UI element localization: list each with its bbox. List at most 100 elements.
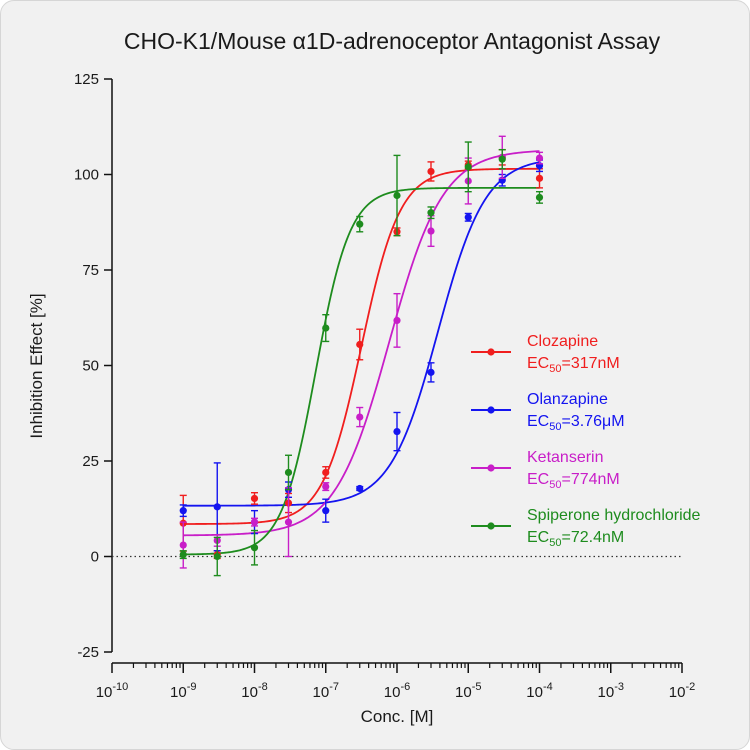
olanzapine-point-7: [427, 362, 435, 383]
ketanserin-point-10: [535, 151, 544, 165]
spiperone-hydrochloride-marker: [427, 209, 435, 217]
legend: Clozapine EC50=317nM Olanzapine EC50=3.76μM…: [471, 333, 701, 549]
spiperone-hydrochloride-marker: [179, 550, 187, 559]
x-tick-label-7: 10-3: [598, 681, 624, 701]
spiperone-hydrochloride-point-3: [284, 454, 293, 491]
axes: -25 0 25 50 75 100 125 10-10 10-9 10-8 10-7 10-6 10-…: [74, 71, 695, 701]
ketanserin-fit-curve: [183, 150, 540, 537]
spiperone-hydrochloride-point-4: [322, 313, 330, 343]
x-tick-label-2: 10-8: [241, 681, 267, 701]
x-tick-label-6: 10-4: [526, 681, 552, 701]
olanzapine-marker: [464, 213, 472, 221]
x-tick-label-4: 10-6: [384, 681, 410, 701]
legend-series-name: Clozapine: [527, 333, 598, 350]
spiperone-hydrochloride-marker: [356, 220, 364, 228]
spiperone-hydrochloride-marker: [393, 191, 401, 200]
legend-item-olanzapine: Olanzapine EC50=3.76μM: [471, 391, 625, 433]
olanzapine-fit-curve: [183, 161, 540, 507]
spiperone-hydrochloride-point-1: [213, 536, 221, 577]
olanzapine-marker: [213, 503, 221, 511]
ketanserin-point-7: [427, 215, 435, 248]
ketanserin-marker: [322, 482, 330, 491]
ketanserin-marker: [535, 154, 544, 162]
olanzapine-marker: [322, 507, 330, 515]
chart-title: CHO-K1/Mouse α1D-adrenoceptor Antagonist…: [124, 28, 661, 54]
clozapine-point-2: [250, 492, 259, 505]
spiperone-hydrochloride-marker: [284, 468, 293, 477]
olanzapine-point-6: [393, 411, 401, 452]
spiperone-hydrochloride-marker: [464, 163, 472, 171]
clozapine-marker: [535, 174, 544, 182]
legend-item-clozapine: Clozapine EC50=317nM: [471, 333, 620, 375]
x-tick-label-8: 10-2: [669, 681, 695, 701]
legend-series-name: Spiperone hydrochloride: [527, 507, 701, 524]
legend-ec50-label: EC50=774nM: [527, 471, 620, 491]
legend-swatch-marker: [487, 348, 495, 356]
olanzapine-marker: [356, 484, 364, 493]
ketanserin-point-4: [322, 482, 330, 492]
x-tick-label-3: 10-7: [313, 681, 339, 701]
y-tick-label-6: 125: [74, 71, 99, 88]
spiperone-hydrochloride-marker: [250, 544, 259, 552]
y-tick-label-0: -25: [77, 644, 99, 661]
ketanserin-marker: [284, 518, 293, 526]
ketanserin-marker: [393, 316, 401, 325]
spiperone-hydrochloride-fit-curve: [183, 186, 540, 556]
y-axis-label: Inhibition Effect [%]: [27, 293, 46, 438]
spiperone-hydrochloride-point-10: [535, 190, 544, 204]
ketanserin-point-5: [356, 406, 364, 428]
olanzapine-point-5: [356, 484, 364, 493]
y-tick-label-1: 0: [91, 549, 99, 566]
legend-swatch-marker: [487, 522, 495, 530]
ketanserin-point-2: [250, 517, 259, 527]
ketanserin-point-3: [284, 487, 293, 558]
spiperone-hydrochloride-marker: [213, 552, 221, 561]
spiperone-hydrochloride-point-9: [498, 148, 506, 170]
legend-ec50-label: EC50=3.76μM: [527, 413, 625, 433]
data-points: [179, 135, 544, 577]
ketanserin-point-0: [179, 521, 187, 569]
olanzapine-point-0: [179, 504, 187, 518]
legend-series-name: Olanzapine: [527, 391, 608, 408]
y-tick-label-4: 75: [82, 262, 99, 279]
ketanserin-marker: [250, 518, 259, 526]
legend-item-spiperone-hydrochloride: Spiperone hydrochloride EC50=72.4nM: [471, 507, 701, 549]
spiperone-hydrochloride-point-0: [179, 550, 187, 560]
legend-ec50-label: EC50=317nM: [527, 355, 620, 375]
olanzapine-marker: [393, 427, 401, 436]
spiperone-hydrochloride-marker: [322, 324, 330, 332]
olanzapine-point-4: [322, 498, 330, 523]
y-tick-label-3: 50: [82, 358, 99, 375]
x-tick-label-0: 10-10: [96, 681, 129, 701]
x-axis-label: Conc. [M]: [361, 707, 434, 726]
olanzapine-point-8: [464, 212, 472, 222]
x-tick-label-5: 10-5: [455, 681, 481, 701]
spiperone-hydrochloride-point-8: [464, 141, 472, 193]
y-tick-label-5: 100: [74, 167, 99, 184]
olanzapine-marker: [179, 507, 187, 515]
ketanserin-point-6: [393, 292, 401, 348]
clozapine-point-4: [322, 466, 330, 479]
clozapine-marker: [427, 167, 435, 176]
clozapine-marker: [356, 340, 364, 349]
legend-item-ketanserin: Ketanserin EC50=774nM: [471, 449, 620, 491]
legend-ec50-label: EC50=72.4nM: [527, 529, 624, 549]
x-tick-label-1: 10-9: [170, 681, 196, 701]
ketanserin-marker: [179, 541, 187, 549]
legend-series-name: Ketanserin: [527, 449, 604, 466]
ketanserin-marker: [356, 413, 364, 421]
spiperone-hydrochloride-point-2: [250, 529, 259, 566]
ketanserin-marker: [427, 227, 435, 235]
clozapine-point-5: [356, 328, 364, 361]
legend-swatch-marker: [487, 406, 495, 414]
spiperone-hydrochloride-marker: [535, 193, 544, 202]
y-tick-label-2: 25: [82, 453, 99, 470]
spiperone-hydrochloride-point-7: [427, 206, 435, 220]
spiperone-hydrochloride-point-6: [393, 154, 401, 237]
legend-swatch-marker: [487, 464, 495, 472]
spiperone-hydrochloride-point-5: [356, 215, 364, 233]
spiperone-hydrochloride-marker: [498, 155, 506, 163]
clozapine-point-7: [427, 161, 435, 182]
